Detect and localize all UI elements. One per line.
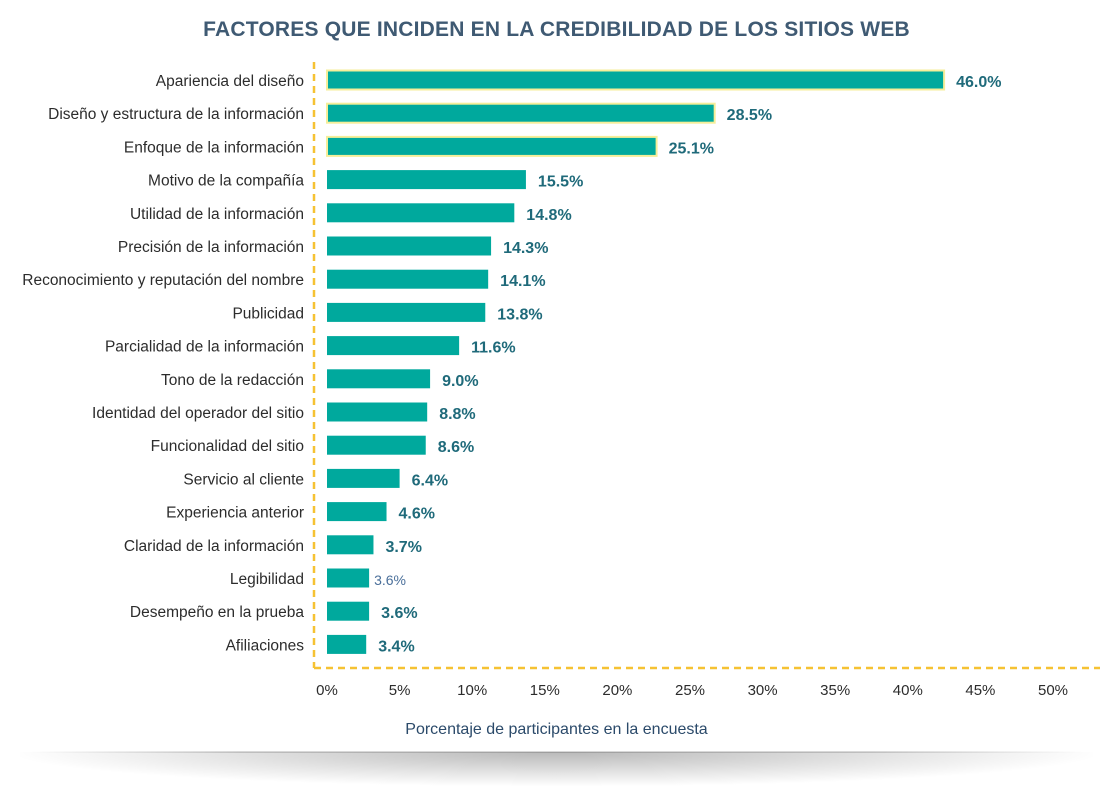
x-tick-label: 35% — [820, 682, 850, 699]
bar — [327, 203, 515, 223]
data-label: 14.3% — [503, 240, 548, 257]
data-label: 28.5% — [727, 107, 772, 124]
data-label: 4.6% — [399, 506, 435, 523]
data-label: 6.4% — [412, 472, 448, 489]
bottom-shadow — [20, 752, 1093, 786]
category-label: Utilidad de la información — [130, 206, 304, 223]
bar — [327, 402, 428, 422]
data-label: 8.6% — [438, 439, 474, 456]
category-label: Servicio al cliente — [183, 471, 304, 488]
x-tick-label: 30% — [748, 682, 778, 699]
data-label: 3.7% — [385, 539, 421, 556]
chart-title: FACTORES QUE INCIDEN EN LA CREDIBILIDAD … — [203, 18, 910, 41]
data-label: 3.6% — [374, 572, 406, 588]
bar — [327, 369, 431, 389]
x-tick-label: 20% — [602, 682, 632, 699]
bar — [327, 170, 526, 190]
data-label: 14.1% — [500, 273, 545, 290]
data-label: 9.0% — [442, 373, 478, 390]
bar — [327, 435, 426, 455]
bar — [326, 135, 658, 157]
bottom-divider — [30, 751, 1083, 753]
category-label: Reconocimiento y reputación del nombre — [22, 272, 304, 289]
bar — [327, 502, 387, 522]
bar — [327, 468, 400, 488]
category-label: Apariencia del diseño — [156, 73, 304, 90]
category-label: Diseño y estructura de la información — [48, 106, 304, 123]
bar — [327, 269, 489, 289]
x-axis-title: Porcentaje de participantes en la encues… — [405, 721, 708, 738]
data-label: 15.5% — [538, 174, 583, 191]
category-label: Motivo de la compañía — [148, 173, 304, 190]
bar — [327, 535, 374, 555]
data-label: 3.6% — [381, 605, 417, 622]
bar — [327, 302, 486, 322]
x-tick-label: 50% — [1038, 682, 1068, 699]
category-label: Enfoque de la información — [124, 139, 304, 156]
data-label: 8.8% — [439, 406, 475, 423]
x-tick-label: 0% — [316, 682, 338, 699]
category-label: Experiencia anterior — [166, 505, 304, 522]
bar — [327, 236, 492, 256]
data-label: 13.8% — [497, 306, 542, 323]
category-label: Publicidad — [232, 305, 304, 322]
category-label: Afiliaciones — [226, 637, 305, 654]
x-tick-label: 5% — [389, 682, 411, 699]
x-tick-label: 40% — [893, 682, 923, 699]
category-label: Desempeño en la prueba — [130, 604, 304, 621]
x-tick-label: 25% — [675, 682, 705, 699]
category-label: Parcialidad de la información — [105, 339, 304, 356]
category-label: Tono de la redacción — [161, 372, 304, 389]
data-label: 3.4% — [378, 638, 414, 655]
bar — [327, 336, 460, 356]
x-tick-label: 15% — [530, 682, 560, 699]
data-label: 46.0% — [956, 74, 1001, 91]
category-label: Identidad del operador del sitio — [92, 405, 304, 422]
bar — [327, 634, 367, 654]
category-label: Precisión de la información — [118, 239, 304, 256]
bar — [327, 568, 370, 588]
data-label: 11.6% — [471, 340, 515, 357]
x-tick-label: 10% — [457, 682, 487, 699]
bar — [327, 601, 370, 621]
category-label: Funcionalidad del sitio — [151, 438, 304, 455]
data-label: 25.1% — [669, 140, 714, 157]
category-label: Claridad de la información — [124, 538, 304, 555]
data-label: 14.8% — [526, 207, 571, 224]
x-tick-label: 45% — [965, 682, 995, 699]
bar — [326, 102, 716, 124]
bar — [326, 69, 946, 91]
category-label: Legibilidad — [230, 571, 304, 588]
